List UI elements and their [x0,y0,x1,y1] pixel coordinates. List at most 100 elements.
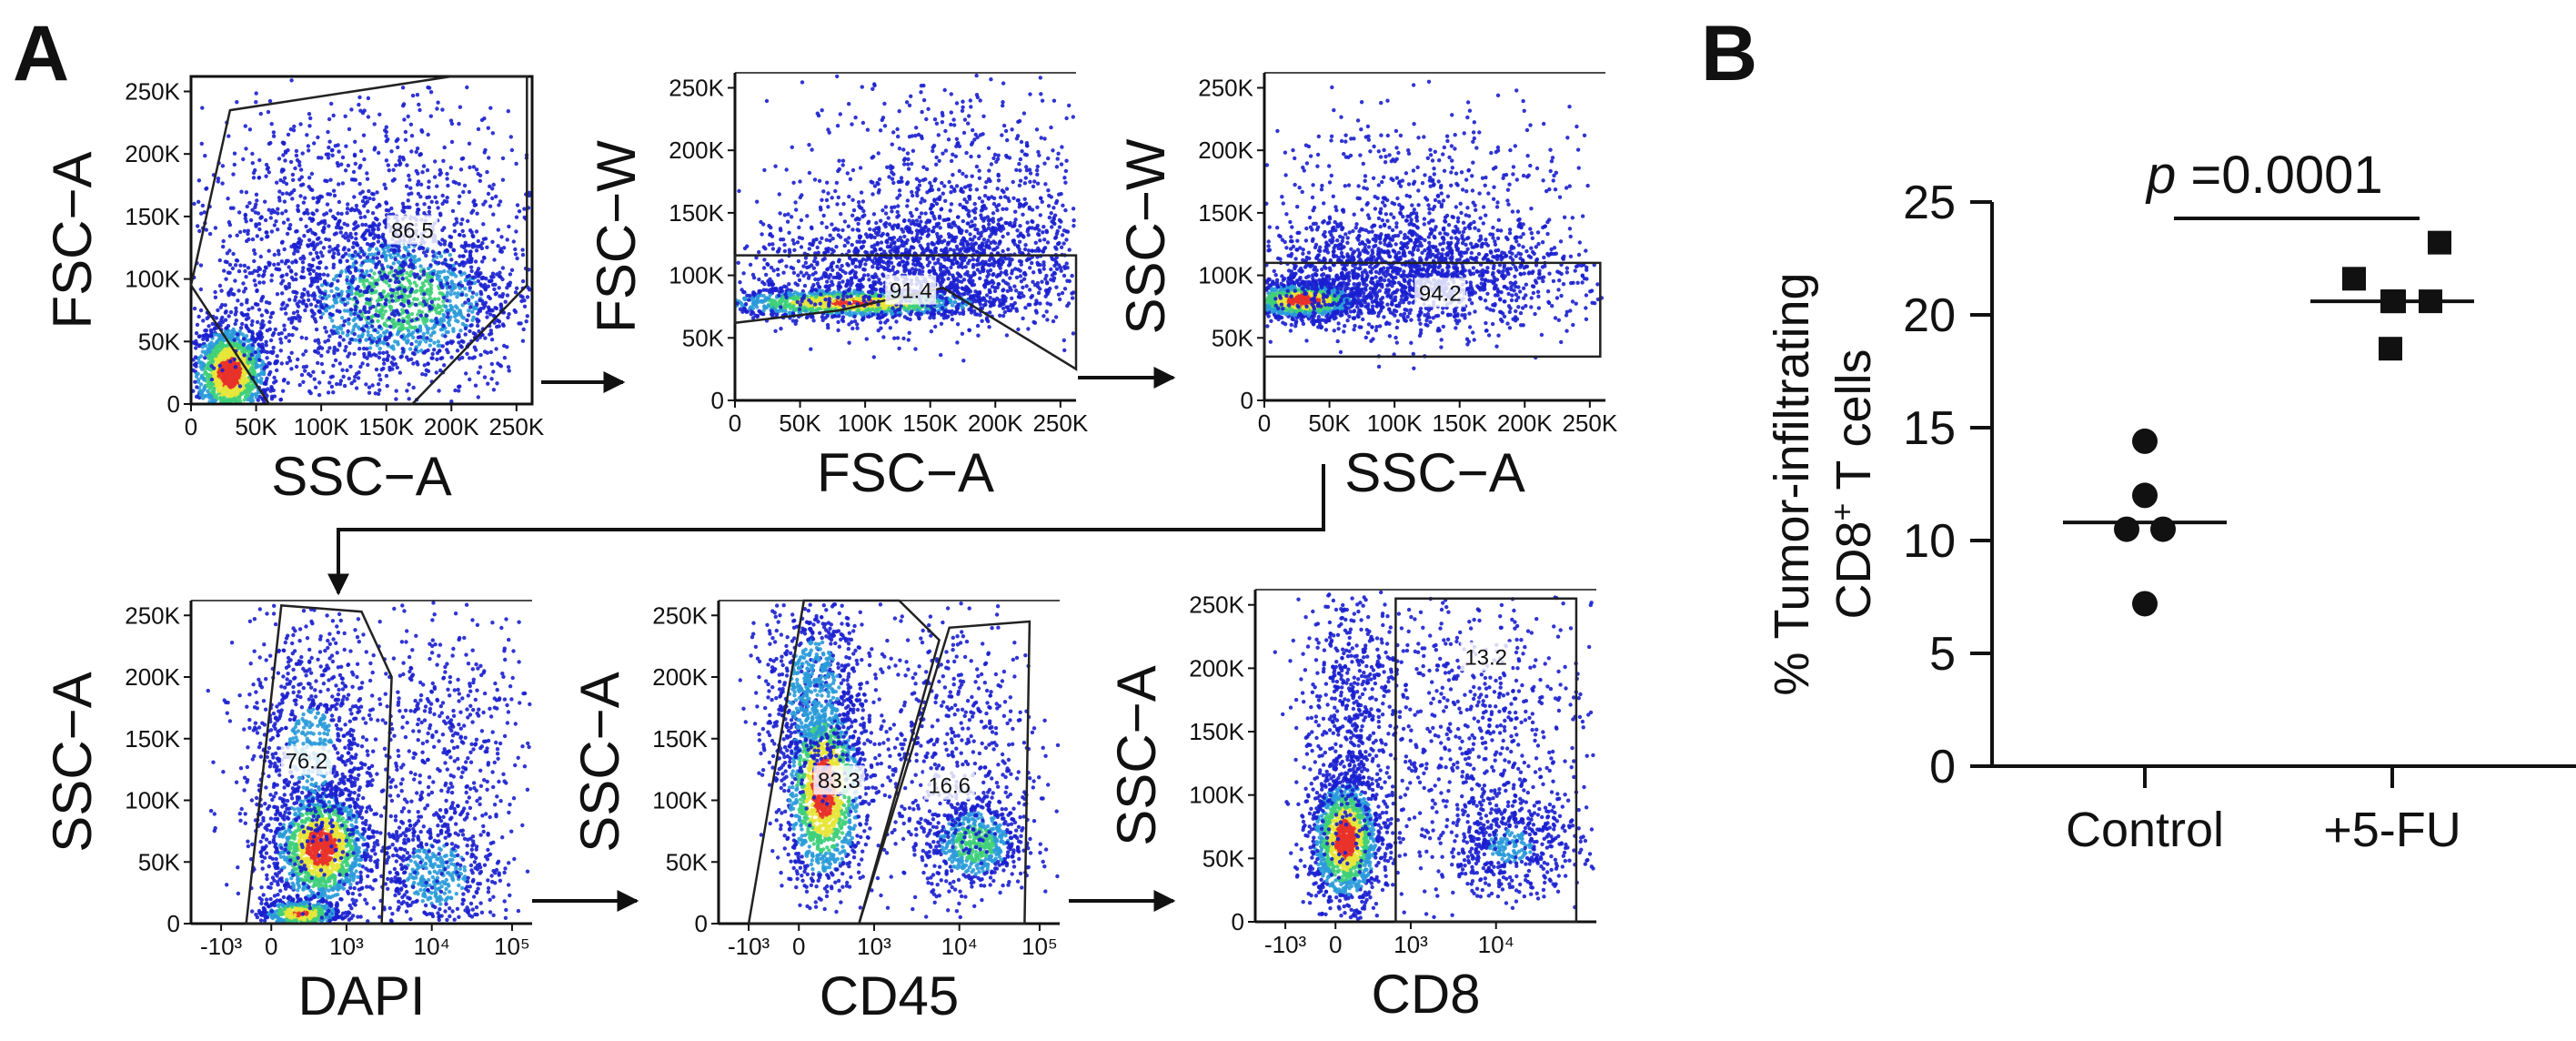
event-dot [362,108,367,113]
event-dot [445,177,449,181]
event-dot [468,249,472,255]
event-dot [473,348,478,352]
event-dot [457,384,461,389]
event-dot [228,394,234,399]
event-dot [307,389,312,394]
event-dot [354,231,358,237]
event-dot [361,133,367,137]
event-dot [407,252,411,257]
event-dot [359,327,365,331]
event-dot [290,318,295,323]
event-dot [232,151,237,156]
event-dot [289,275,295,280]
event-dot [345,368,349,373]
event-dot [381,330,387,335]
event-dot [347,270,353,275]
event-dot [424,317,428,321]
event-dot [349,235,354,239]
event-dot [307,176,312,180]
event-dot [392,273,397,278]
event-dot [375,262,380,267]
event-dot [201,318,206,323]
event-dot [233,278,237,283]
event-dot [312,317,317,321]
event-dot [462,183,468,188]
event-dot [483,147,488,153]
event-dot [482,256,487,260]
event-dot [435,350,440,356]
event-dot [215,359,219,365]
event-dot [507,312,511,317]
event-dot [228,206,234,210]
event-dot [360,248,365,254]
event-dot [366,333,371,338]
event-dot [451,268,456,272]
event-dot [285,360,289,366]
event-dot [367,224,372,229]
event-dot [337,335,343,339]
event-dot [384,201,389,206]
event-dot [303,196,307,200]
event-dot [316,298,320,304]
event-dot [365,228,369,233]
event-dot [268,216,273,220]
event-dot [458,167,464,172]
event-dot [405,163,409,167]
event-dot [283,149,288,154]
event-dot [281,141,287,147]
event-dot [286,380,290,385]
event-dot [240,321,245,327]
event-dot [460,228,465,234]
event-dot [407,173,411,178]
event-dot [339,269,344,274]
event-dot [367,353,371,358]
event-dot [308,251,313,256]
event-dot [352,221,357,227]
event-dot [221,238,226,244]
event-dot [341,338,346,342]
event-dot [319,195,324,199]
event-dot [292,124,297,129]
event-dot [424,253,428,258]
event-dot [357,347,362,351]
event-dot [483,199,488,204]
event-dot [336,211,340,216]
event-dot [213,353,218,358]
event-dot [213,399,217,403]
event-dot [287,298,292,302]
event-dot [329,384,335,389]
event-dot [448,292,453,297]
event-dot [418,276,422,280]
event-dot [461,254,466,258]
event-dot [446,329,450,335]
event-dot [213,295,218,299]
event-dot [431,330,436,335]
event-dot [459,157,465,161]
event-dot [414,149,418,155]
event-dot [198,263,204,268]
event-dot [354,386,359,390]
event-dot [427,205,432,210]
event-dot [855,326,860,330]
event-dot [490,282,496,288]
event-dot [352,311,357,317]
event-dot [212,332,217,337]
event-dot [478,352,483,358]
event-dot [435,357,439,362]
event-dot [470,275,476,279]
event-dot [463,248,468,254]
event-dot [338,379,344,383]
event-dot [403,129,408,135]
event-dot [474,292,479,297]
event-dot [457,182,461,187]
event-dot [435,273,440,278]
event-dot [361,232,367,237]
event-dot [438,304,443,309]
event-dot [296,304,301,308]
event-dot [241,376,246,380]
event-dot [471,234,476,239]
event-dot [980,318,984,323]
event-dot [866,308,871,312]
event-dot [267,248,271,253]
